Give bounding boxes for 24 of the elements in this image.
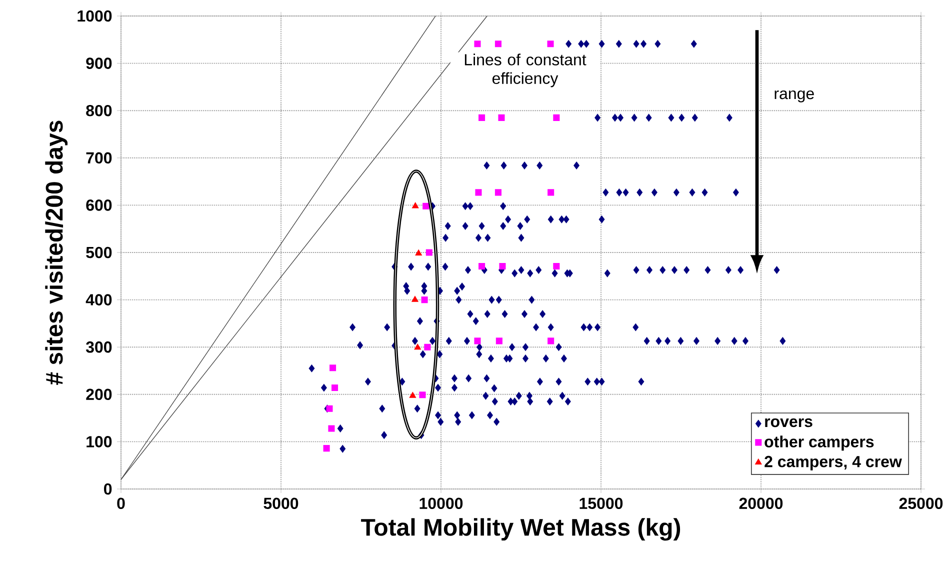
y-tick-label: 800	[86, 104, 112, 116]
x-axis-title: Total Mobility Wet Mass (kg)	[361, 518, 680, 541]
x-tick-label: 20000	[739, 498, 783, 510]
y-tick-label: 100	[86, 436, 112, 448]
legend-label: other campers	[764, 436, 874, 451]
y-tick-label: 200	[86, 388, 112, 400]
annotation: range	[774, 90, 814, 102]
legend-label: 2 campers, 4 crew	[764, 456, 902, 470]
x-tick-label: 25000	[899, 498, 943, 510]
x-tick-label: 5000	[264, 498, 298, 510]
y-tick-label: 400	[86, 294, 112, 306]
y-tick-label: 0	[104, 483, 112, 495]
y-tick-label: 900	[86, 58, 112, 69]
x-tick-label: 0	[117, 498, 125, 510]
y-tick-label: 600	[86, 200, 112, 211]
y-tick-label: 300	[86, 341, 112, 353]
y-tick-label: 500	[86, 246, 112, 258]
annotation: Lines of constant efficiency	[464, 54, 586, 88]
y-axis-title: # sites visited/200 days	[45, 120, 68, 385]
y-tick-label: 700	[86, 152, 112, 164]
x-tick-label: 15000	[580, 498, 623, 510]
legend-label: rovers	[765, 418, 812, 428]
x-tick-label: 10000	[420, 498, 463, 510]
y-tick-label: 1000	[78, 10, 112, 22]
